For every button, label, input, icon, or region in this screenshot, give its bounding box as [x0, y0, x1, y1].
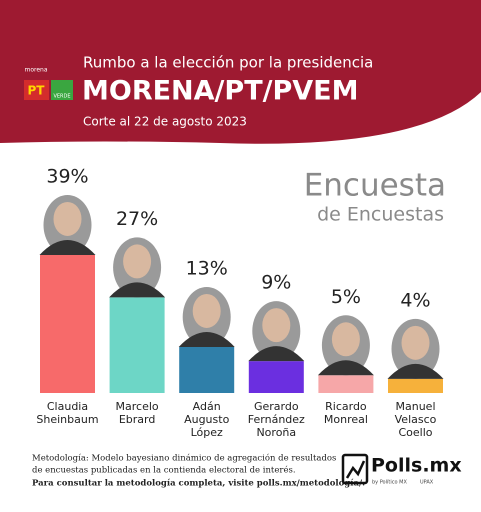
candidate-shoulders	[317, 360, 374, 376]
candidate-shoulders	[178, 331, 235, 347]
candidate-face	[331, 322, 360, 357]
candidate-face	[192, 293, 221, 328]
candidate-shoulders	[387, 363, 444, 379]
category-label: Manuel Velasco Coello	[395, 400, 437, 439]
value-label: 4%	[400, 289, 430, 311]
logo-pt-text: PT	[28, 84, 46, 98]
candidate-shoulders	[109, 282, 166, 298]
footer-line: de encuestas publicadas en la contienda …	[32, 465, 296, 476]
candidate-face	[123, 244, 152, 279]
chart-title: Encuesta	[304, 168, 446, 204]
bar	[318, 375, 374, 393]
category-label: Ricardo Monreal	[324, 400, 368, 426]
bar	[179, 346, 235, 393]
bar	[248, 361, 304, 393]
header-band	[0, 0, 481, 144]
value-label: 27%	[116, 208, 158, 230]
brand: Polls.mx	[371, 455, 462, 477]
brand-sub2: UPAX	[420, 480, 434, 486]
bar	[388, 378, 443, 393]
candidate-shoulders	[39, 239, 96, 255]
value-label: 39%	[46, 165, 88, 187]
candidate-shoulders	[248, 346, 305, 362]
brand-icon	[341, 453, 369, 485]
value-label: 5%	[331, 286, 361, 308]
header-title: MORENA/PT/PVEM	[82, 76, 358, 107]
bar	[109, 297, 165, 393]
logo-morena-text: morena	[24, 67, 47, 74]
bars: 39% Claudia Sheinbaum 27% Marcelo Ebrard 13% Ad…	[36, 165, 444, 439]
category-label: Marcelo Ebrard	[116, 400, 159, 426]
bar	[40, 254, 95, 393]
category-label: Claudia Sheinbaum	[36, 400, 98, 426]
logo-verde-text: VERDE	[53, 94, 70, 100]
chart-subtitle: de Encuestas	[317, 204, 444, 226]
logo-pt	[24, 80, 49, 100]
category-label: Gerardo Fernández Noroña	[248, 400, 305, 439]
brand-icon-line	[345, 460, 366, 479]
header-date: Corte al 22 de agosto 2023	[83, 115, 247, 129]
value-label: 13%	[186, 257, 228, 279]
logo-verde	[51, 80, 73, 100]
header-subtitle: Rumbo a la elección por la presidencia	[83, 54, 373, 72]
footer-bold: Para consultar la metodología completa, …	[32, 478, 365, 489]
candidate-face	[53, 201, 82, 236]
logo-morena	[24, 64, 49, 77]
value-label: 9%	[261, 272, 291, 294]
footer-line: Metodología: Modelo bayesiano dinámico d…	[32, 453, 336, 464]
category-label: Adán Augusto López	[184, 400, 229, 439]
brand-sub: by Político MX	[372, 479, 407, 486]
candidate-face	[401, 325, 430, 360]
candidate-face	[262, 308, 291, 343]
